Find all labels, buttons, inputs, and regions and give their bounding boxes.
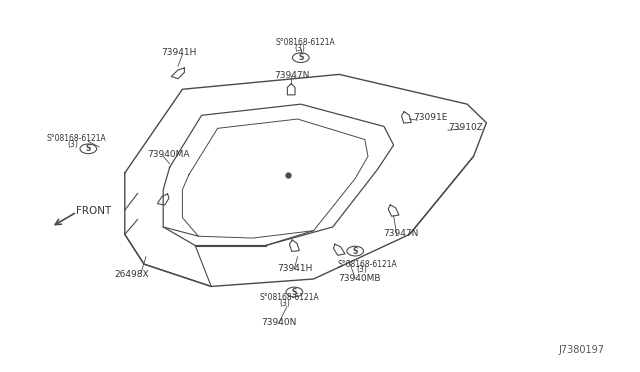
Text: 73940MB: 73940MB [338,274,380,283]
Text: S°08168-6121A: S°08168-6121A [275,38,335,47]
Text: 73910Z: 73910Z [448,123,483,132]
Text: S°08168-6121A: S°08168-6121A [337,260,397,269]
Text: 73940MA: 73940MA [147,150,189,159]
Text: 73941H: 73941H [277,264,312,273]
Text: 73940N: 73940N [261,318,296,327]
Text: 26498X: 26498X [114,270,148,279]
Text: S: S [292,288,297,296]
Text: (3): (3) [280,299,291,308]
Text: (3): (3) [67,140,78,149]
Text: 73947N: 73947N [274,71,309,80]
Text: FRONT: FRONT [76,206,111,216]
Text: (3): (3) [294,44,305,53]
Text: 73947N: 73947N [383,229,418,238]
Text: 73941H: 73941H [161,48,196,57]
Text: S°08168-6121A: S°08168-6121A [259,293,319,302]
Text: S: S [298,53,303,62]
Text: (3): (3) [356,265,367,274]
Text: J7380197: J7380197 [559,345,605,355]
Text: 73091E: 73091E [413,113,447,122]
Text: S: S [353,247,358,256]
Text: S: S [86,144,91,153]
Text: S°08168-6121A: S°08168-6121A [46,134,106,143]
